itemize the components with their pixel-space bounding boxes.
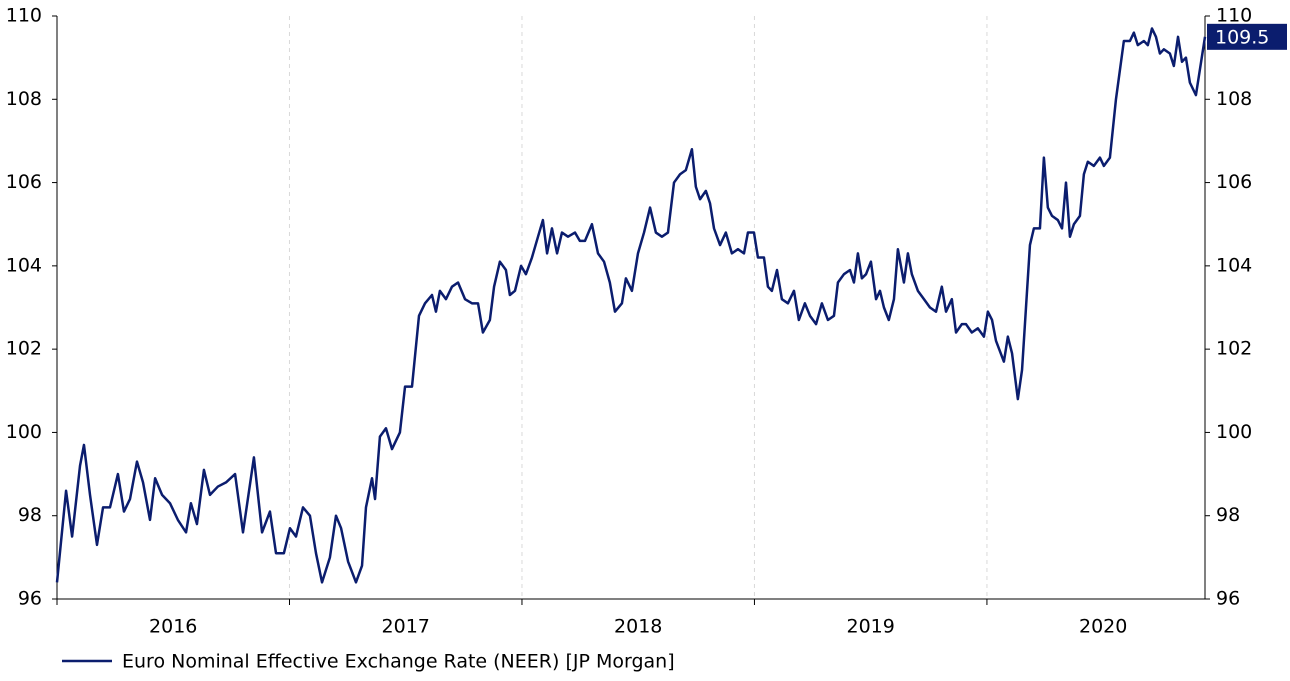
y2-tick-label: 96 (1216, 588, 1240, 610)
y2-tick-label: 104 (1216, 254, 1252, 276)
y-tick-label: 98 (18, 504, 42, 526)
y-tick-label: 110 (6, 5, 42, 27)
y2-tick-label: 100 (1216, 421, 1252, 443)
x-tick-label: 2019 (847, 616, 895, 638)
y2-tick-label: 106 (1216, 171, 1252, 193)
last-value-box (1207, 23, 1287, 50)
legend: Euro Nominal Effective Exchange Rate (NE… (62, 651, 675, 673)
y-tick-label: 108 (6, 88, 42, 110)
y2-tick-label: 98 (1216, 504, 1240, 526)
x-tick-label: 2020 (1079, 616, 1127, 638)
x-tick-label: 2017 (382, 616, 430, 638)
x-tick-label: 2018 (614, 616, 662, 638)
y-tick-label: 100 (6, 421, 42, 443)
last-value-label: 109.5 (1215, 26, 1269, 48)
y2-tick-label: 102 (1216, 338, 1252, 360)
y-tick-label: 106 (6, 171, 42, 193)
legend-label: Euro Nominal Effective Exchange Rate (NE… (122, 651, 675, 673)
y2-tick-label: 110 (1216, 5, 1252, 27)
x-tick-label: 2016 (149, 616, 197, 638)
y2-tick-label: 108 (1216, 88, 1252, 110)
series-line (55, 27, 1207, 584)
y-tick-label: 96 (18, 588, 42, 610)
y-tick-label: 102 (6, 338, 42, 360)
y-tick-label: 104 (6, 254, 42, 276)
